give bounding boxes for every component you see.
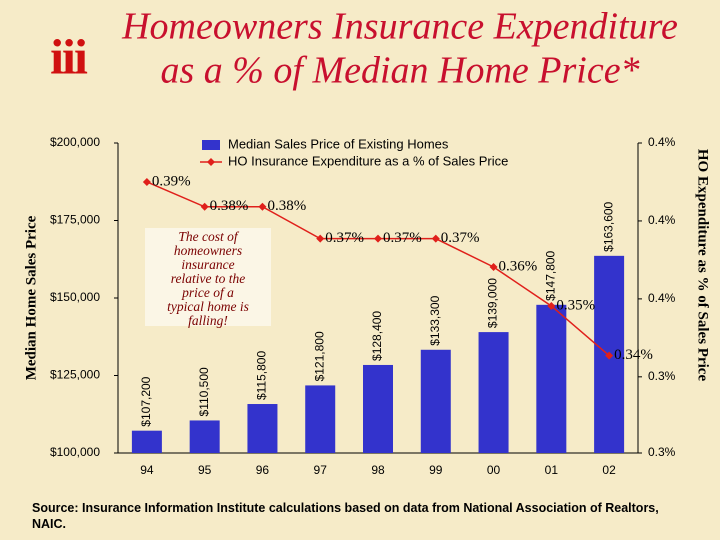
y-tick-label: $125,000 [50,368,100,382]
x-tick-label: 96 [256,463,270,477]
y2-axis-label: HO Expenditure as % of Sales Price [695,149,711,382]
x-tick-label: 94 [140,463,154,477]
bar-value-label: $139,000 [486,278,500,328]
annotation-line: price of a [181,285,234,300]
annotation-line: relative to the [171,271,245,286]
annotation-line: insurance [181,257,234,272]
line-value-label: 0.37% [441,230,480,246]
x-tick-label: 98 [371,463,385,477]
y-tick-label: $200,000 [50,135,100,149]
marker [431,234,440,243]
bar [363,364,393,453]
x-tick-label: 99 [429,463,443,477]
bar [478,332,509,453]
y2-tick-label: 0.4% [648,135,676,149]
bar-value-label: $121,800 [312,331,326,381]
bar-value-label: $147,800 [544,250,558,300]
annotation-line: homeowners [174,243,242,258]
bar-value-label: $110,500 [197,367,211,416]
line-value-label: 0.37% [383,230,422,246]
line-value-label: 0.37% [325,230,364,246]
bar [305,385,336,453]
bar-value-label: $115,800 [255,351,269,400]
bar-value-label: $133,300 [428,295,442,345]
y-axis-label: Median Home Sales Price [23,215,39,380]
marker [374,234,382,243]
annotation: The cost of homeowners insurance relative t… [167,229,249,328]
y2-tick-label: 0.4% [648,291,676,305]
marker [200,202,209,211]
annotation-line: falling! [188,313,228,328]
line-value-label: 0.34% [614,347,653,363]
x-tick-label: 97 [314,463,328,477]
marker [142,177,151,186]
y2-tick-label: 0.3% [648,369,676,383]
legend-label: Median Sales Price of Existing Homes [228,136,449,151]
legend-label: HO Insurance Expenditure as a % of Sales… [228,153,508,168]
chart-subtitle: as a % of Median Home Price* [160,50,639,92]
y2-tick-label: 0.3% [648,445,676,459]
bar [420,349,451,453]
line-value-label: 0.38% [210,198,249,214]
legend-swatch [202,140,220,150]
annotation-line: typical home is [167,299,249,314]
annotation-box [145,228,271,326]
annotation-line: The cost of [178,229,239,244]
marker [258,202,267,211]
legend-swatch [207,158,215,166]
x-tick-label: 00 [487,463,501,477]
marker [489,263,498,271]
marker [547,301,556,310]
x-tick-label: 02 [602,463,616,477]
line-value-label: 0.39% [152,173,191,189]
bar-value-label: $107,200 [139,376,153,426]
y-tick-label: $100,000 [50,445,100,459]
logo: iii [50,28,88,84]
x-tick-label: 95 [198,463,212,477]
line-value-label: 0.38% [267,198,306,214]
y-tick-label: $150,000 [50,290,100,304]
marker [605,351,614,360]
line-value-label: 0.36% [499,258,538,274]
bar [536,304,567,453]
y2-tick-label: 0.4% [648,213,676,227]
bar [247,404,278,453]
x-tick-label: 01 [545,463,559,477]
bar-value-label: $163,600 [601,201,615,251]
chart-title: Homeowners Insurance Expenditure [121,6,678,48]
line-value-label: 0.35% [556,297,595,313]
source-note: Source: Insurance Information Institute … [32,501,659,531]
bar [189,420,220,453]
y-tick-label: $175,000 [50,213,100,227]
marker [316,234,325,243]
bar [131,430,162,453]
bar-value-label: $128,400 [370,311,384,361]
